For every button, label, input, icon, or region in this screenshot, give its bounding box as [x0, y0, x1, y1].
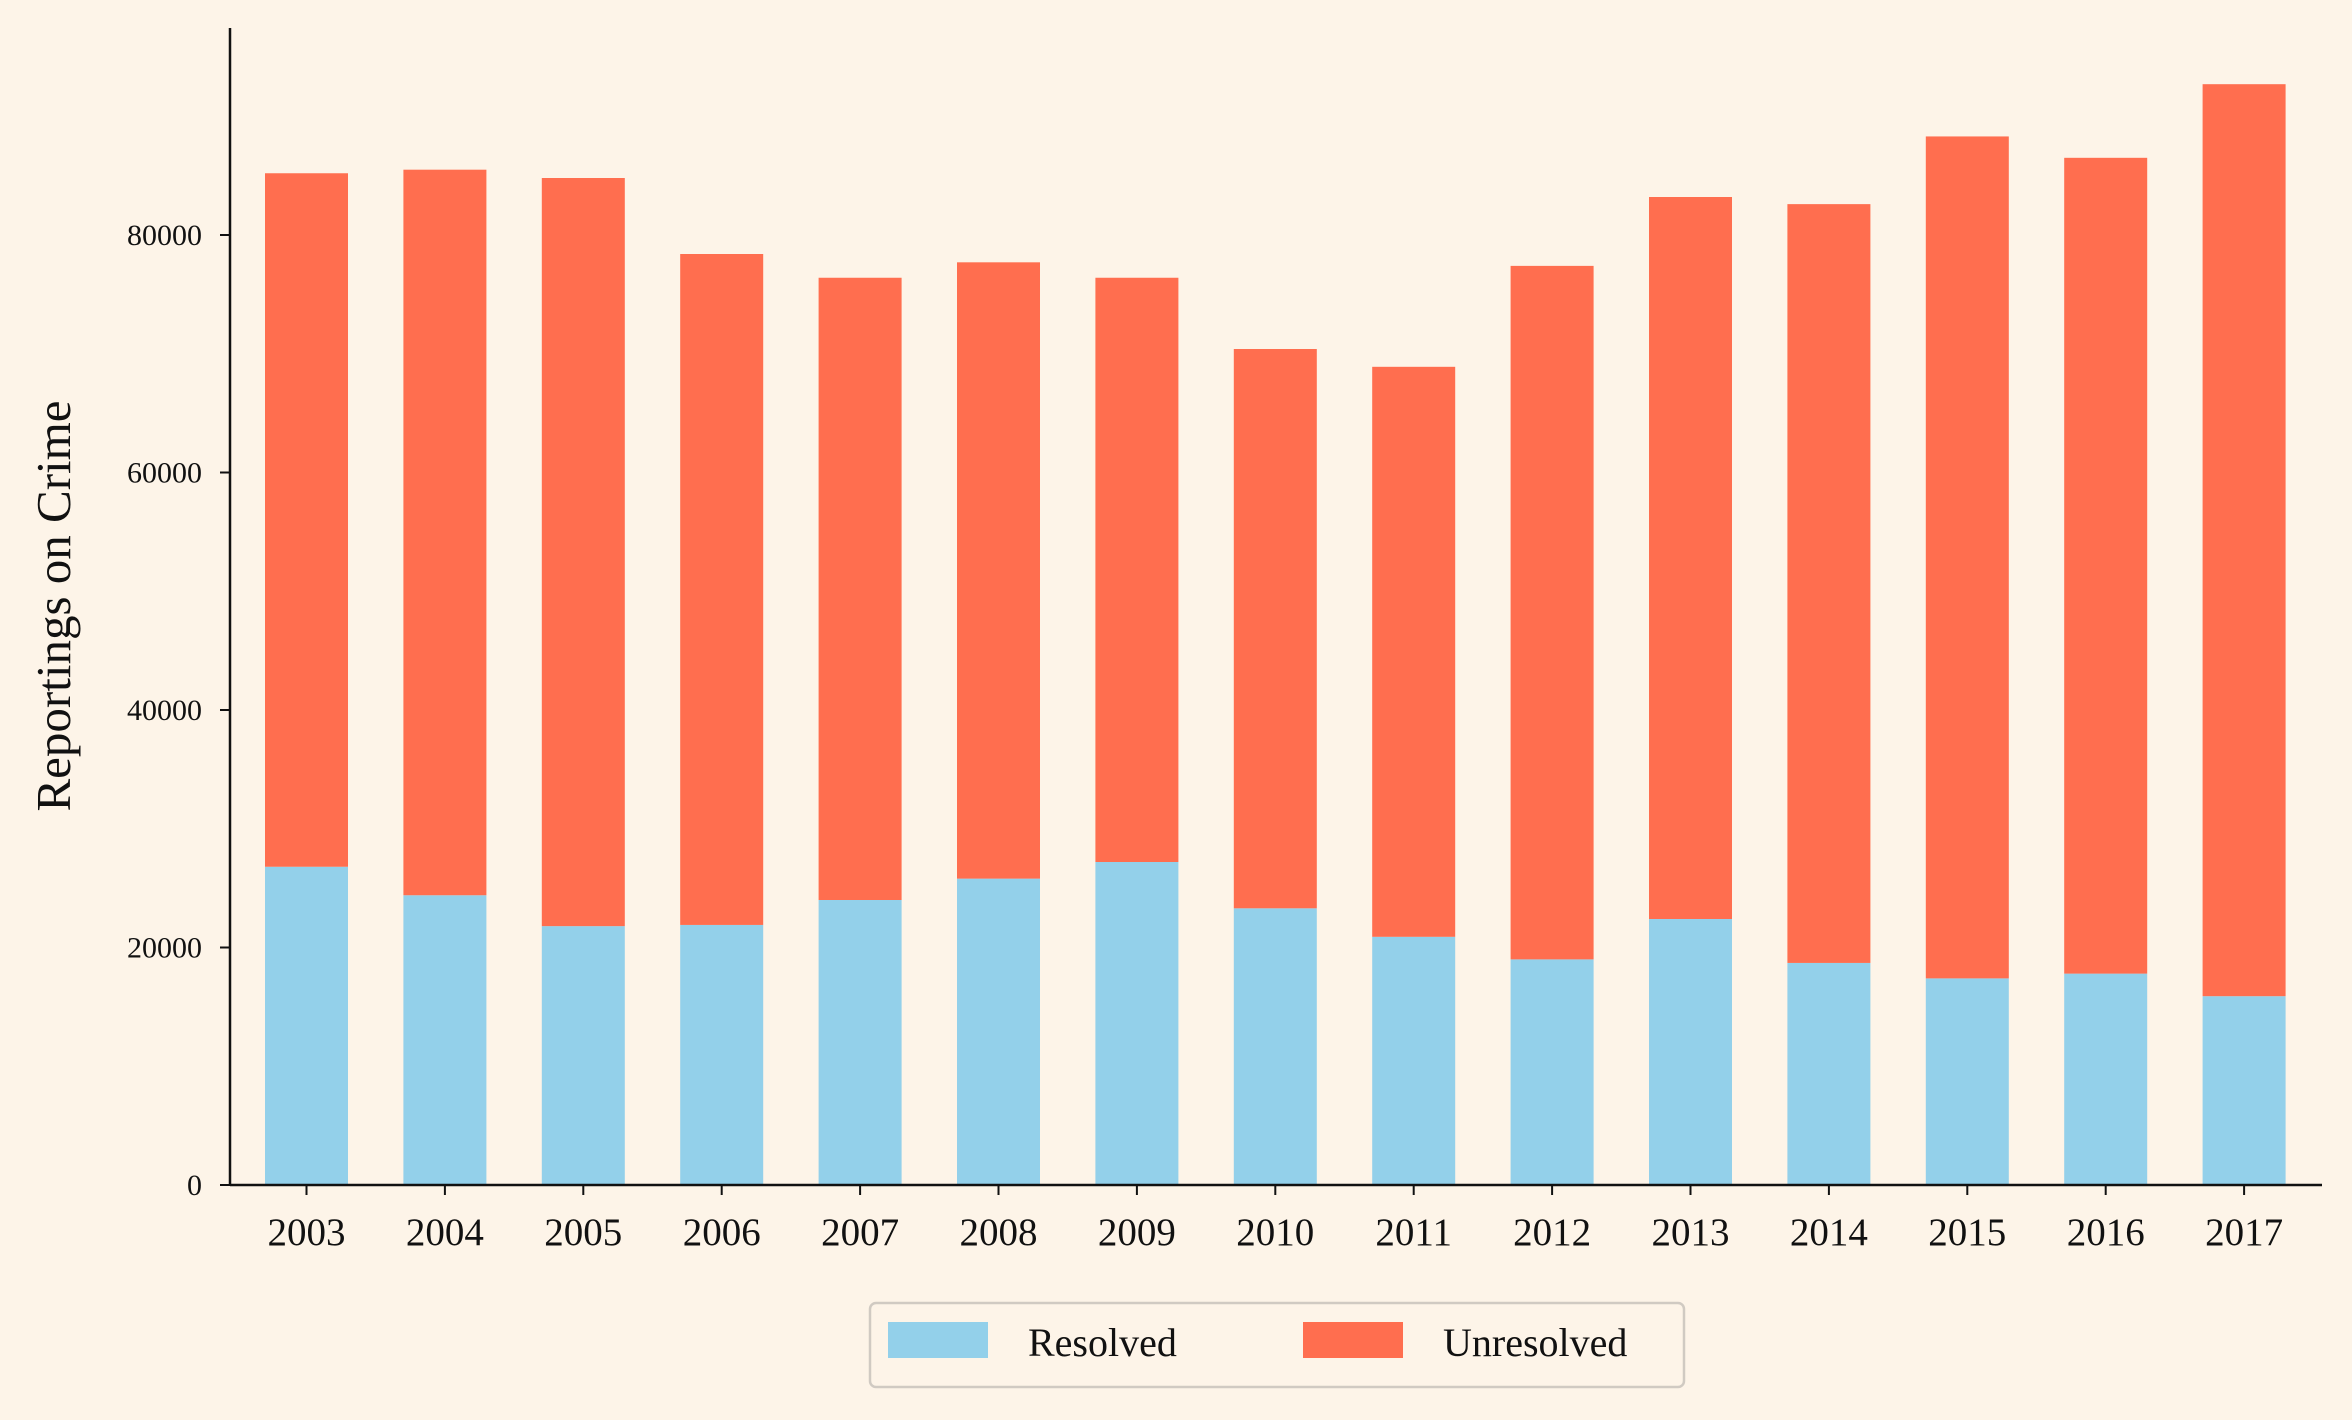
x-tick-label-2006: 2006	[683, 1211, 761, 1254]
x-tick-label-2017: 2017	[2205, 1211, 2283, 1254]
bar-resolved-2016	[2064, 973, 2148, 1186]
x-tick-label-2011: 2011	[1375, 1211, 1452, 1254]
x-tick-label-2010: 2010	[1236, 1211, 1314, 1254]
legend-swatch-unresolved	[1303, 1322, 1403, 1358]
y-tick-label-0: 0	[187, 1169, 202, 1202]
bar-unresolved-2003	[265, 173, 348, 867]
bar-resolved-2003	[265, 866, 348, 1185]
bar-resolved-2008	[957, 878, 1040, 1186]
y-tick-label-80000: 80000	[127, 219, 202, 252]
legend-label-resolved: Resolved	[1028, 1320, 1177, 1365]
bar-unresolved-2014	[1787, 204, 1871, 963]
legend-box	[868, 1301, 1686, 1389]
bar-resolved-2017	[2202, 996, 2286, 1185]
bar-resolved-2010	[1233, 908, 1317, 1185]
bar-resolved-2004	[403, 895, 487, 1185]
x-tick-label-2009: 2009	[1098, 1211, 1176, 1254]
x-tick-label-2004: 2004	[406, 1211, 484, 1254]
bar-unresolved-2004	[403, 169, 487, 896]
bar-unresolved-2005	[541, 178, 625, 927]
legend-label-unresolved: Unresolved	[1443, 1320, 1627, 1365]
bar-resolved-2005	[541, 926, 625, 1186]
x-tick-label-2013: 2013	[1652, 1211, 1730, 1254]
bar-unresolved-2013	[1649, 197, 1732, 919]
bars-layer	[265, 84, 2286, 1186]
bar-unresolved-2009	[1095, 277, 1179, 862]
y-tick-label-60000: 60000	[127, 457, 202, 490]
bar-unresolved-2017	[2202, 84, 2286, 997]
bar-unresolved-2016	[2064, 157, 2148, 974]
bar-resolved-2011	[1372, 936, 1456, 1185]
bar-resolved-2009	[1095, 862, 1179, 1185]
bar-unresolved-2015	[1925, 136, 2009, 979]
x-tick-label-2003: 2003	[268, 1211, 346, 1254]
bar-resolved-2007	[818, 900, 902, 1185]
bar-unresolved-2006	[680, 254, 764, 925]
bar-resolved-2012	[1510, 959, 1594, 1186]
x-tick-label-2016: 2016	[2067, 1211, 2145, 1254]
bar-unresolved-2011	[1372, 366, 1456, 937]
bar-unresolved-2010	[1233, 349, 1317, 909]
x-tick-label-2008: 2008	[960, 1211, 1038, 1254]
legend: Resolved Unresolved	[868, 1301, 1686, 1389]
x-tick-label-2007: 2007	[821, 1211, 899, 1254]
ticks-layer: 2003 2004 2005 2006 2007 2008 2009 2010 2011 2012…	[127, 219, 2283, 1254]
bar-resolved-2013	[1649, 919, 1732, 1185]
x-tick-label-2005: 2005	[544, 1211, 622, 1254]
legend-swatch-resolved	[888, 1322, 988, 1358]
bar-resolved-2014	[1787, 962, 1871, 1185]
bar-unresolved-2012	[1510, 265, 1594, 960]
bar-unresolved-2008	[957, 262, 1040, 879]
x-tick-label-2015: 2015	[1928, 1211, 2006, 1254]
y-tick-label-20000: 20000	[127, 932, 202, 965]
x-tick-label-2014: 2014	[1790, 1211, 1868, 1254]
bar-unresolved-2007	[818, 277, 902, 900]
bar-resolved-2015	[1925, 978, 2009, 1186]
y-axis-title: Reportings on Crime	[26, 400, 81, 811]
bar-resolved-2006	[680, 924, 764, 1185]
y-tick-label-40000: 40000	[127, 694, 202, 727]
x-tick-label-2012: 2012	[1513, 1211, 1591, 1254]
